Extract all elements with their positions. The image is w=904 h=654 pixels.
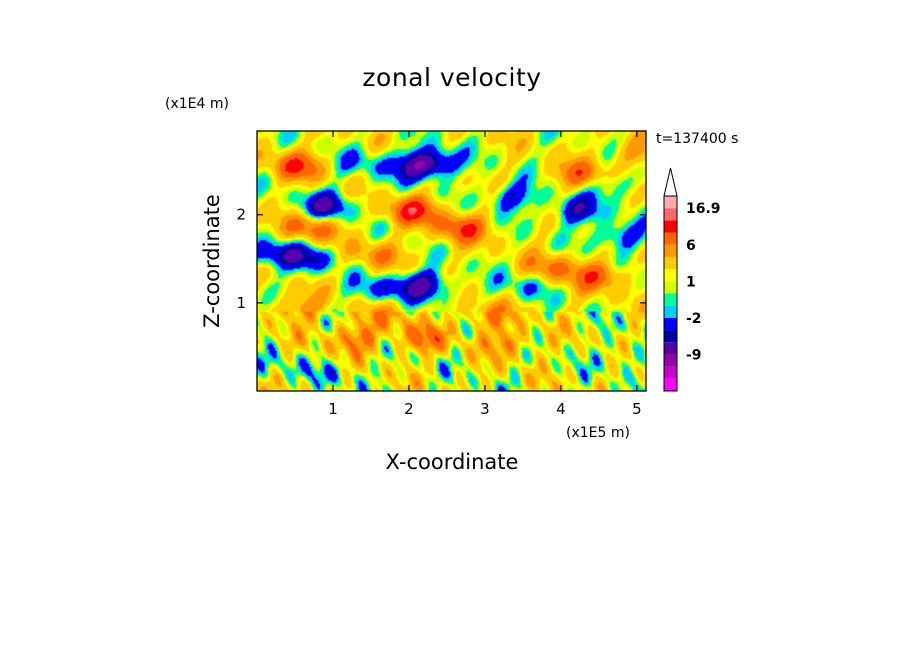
colorbar-label: -2 (686, 311, 702, 327)
x-axis: 1 2 3 4 5 (328, 131, 642, 418)
velocity-field (257, 131, 646, 391)
y-tick-label: 2 (236, 206, 246, 224)
x-scale-label: (x1E5 m) (566, 425, 630, 441)
y-tick-label: 1 (236, 294, 246, 312)
colorbar-extend-arrow (663, 167, 678, 197)
colorbar-swatch (664, 378, 677, 391)
colorbar: 16.9 6 1 -2 -9 (663, 167, 721, 392)
x-tick-label: 5 (632, 400, 642, 418)
time-label: t=137400 s (656, 131, 738, 147)
y-scale-label: (x1E4 m) (165, 96, 229, 112)
colorbar-label: 16.9 (686, 201, 721, 217)
x-tick-label: 2 (404, 400, 414, 418)
colorbar-label: 1 (686, 274, 696, 290)
colorbar-label: -9 (686, 347, 702, 363)
colorbar-swatch (664, 317, 677, 331)
colorbar-frame (663, 195, 678, 392)
x-tick-label: 3 (480, 400, 490, 418)
colorbar-swatch (664, 244, 677, 257)
colorbar-swatch (664, 293, 677, 306)
x-tick-label: 1 (328, 400, 338, 418)
colorbar-swatch (664, 342, 677, 355)
y-axis-label: Z-coordinate (200, 194, 224, 328)
colorbar-swatch (664, 366, 677, 379)
colorbar-swatch (664, 281, 677, 294)
colorbar-swatch (664, 208, 677, 221)
chart-title: zonal velocity (362, 63, 541, 92)
colorbar-swatch (664, 256, 677, 270)
colorbar-swatch (664, 354, 677, 367)
colorbar-swatch (664, 196, 677, 209)
colorbar-swatch (664, 330, 677, 343)
colorbar-swatch (664, 232, 677, 245)
colorbar-swatch (664, 269, 677, 282)
colorbar-swatch (664, 220, 677, 233)
plot-area (256, 130, 647, 392)
colorbar-swatch (664, 305, 677, 318)
colorbar-label: 6 (686, 238, 696, 254)
y-axis: 12 (236, 206, 646, 312)
x-axis-label: X-coordinate (386, 450, 519, 474)
plot-frame (256, 130, 647, 392)
x-tick-label: 4 (556, 400, 566, 418)
